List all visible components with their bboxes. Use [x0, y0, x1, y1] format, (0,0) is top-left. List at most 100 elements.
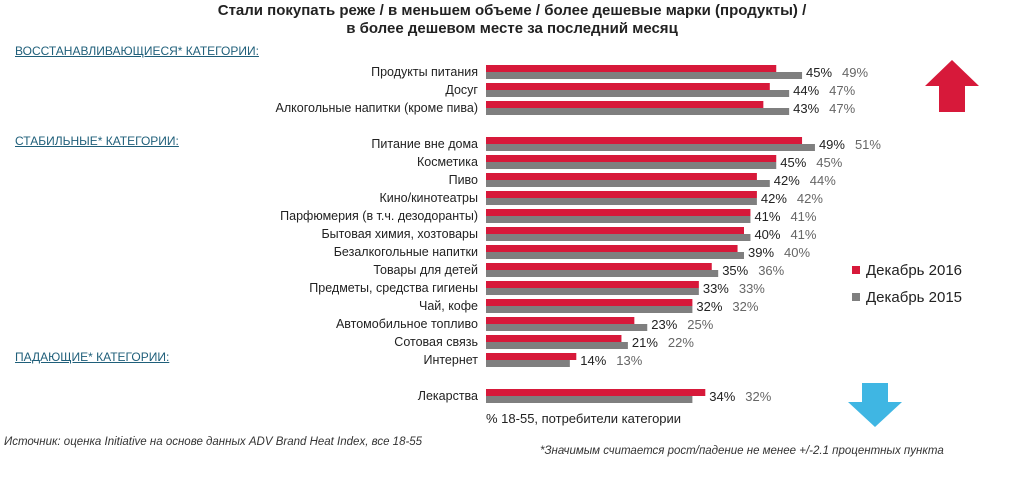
bar-dec-2015 — [486, 234, 751, 241]
value-label-2016: 35% — [722, 263, 748, 278]
value-label-2016: 21% — [632, 335, 658, 350]
bar-dec-2016 — [486, 173, 757, 180]
category-label: Безалкогольные напитки — [334, 245, 478, 259]
category-label: Парфюмерия (в т.ч. дезодоранты) — [280, 209, 478, 223]
value-label-2015: 42% — [797, 191, 823, 206]
up-arrow-icon — [925, 60, 979, 112]
bar-dec-2015 — [486, 342, 628, 349]
category-label: Лекарства — [418, 389, 478, 403]
category-label: Алкогольные напитки (кроме пива) — [276, 101, 478, 115]
value-label-2015: 32% — [745, 389, 771, 404]
category-label: Предметы, средства гигиены — [309, 281, 478, 295]
value-label-2016: 39% — [748, 245, 774, 260]
value-label-2015: 44% — [810, 173, 836, 188]
bar-dec-2015 — [486, 144, 815, 151]
bar-dec-2016 — [486, 155, 777, 162]
bar-dec-2016 — [486, 299, 693, 306]
bar-dec-2015 — [486, 324, 648, 331]
category-label: Товары для детей — [373, 263, 478, 277]
category-label: Кино/кинотеатры — [380, 191, 479, 205]
category-label: Досуг — [445, 83, 478, 97]
legend-label: Декабрь 2016 — [866, 262, 962, 279]
bar-dec-2016 — [486, 245, 738, 252]
chart-title-line-1: Стали покупать реже / в меньшем объеме /… — [217, 2, 807, 19]
value-label-2015: 51% — [855, 137, 881, 152]
bar-dec-2016 — [486, 65, 777, 72]
value-label-2015: 41% — [790, 209, 816, 224]
value-label-2016: 43% — [793, 101, 819, 116]
bar-dec-2016 — [486, 335, 622, 342]
source-note: Источник: оценка Initiative на основе да… — [4, 436, 423, 448]
x-axis-label: % 18-55, потребители категории — [486, 411, 681, 426]
bar-dec-2015 — [486, 72, 803, 79]
value-label-2016: 42% — [761, 191, 787, 206]
bar-dec-2015 — [486, 198, 757, 205]
category-label: Сотовая связь — [394, 335, 478, 349]
bar-dec-2016 — [486, 389, 706, 396]
section-falling: ПАДАЮЩИЕ* КАТЕГОРИИ: — [15, 350, 170, 364]
category-label: Питание вне дома — [371, 137, 478, 151]
value-label-2016: 49% — [819, 137, 845, 152]
value-label-2016: 32% — [696, 299, 722, 314]
value-label-2016: 14% — [580, 353, 606, 368]
bar-dec-2016 — [486, 227, 744, 234]
bar-dec-2016 — [486, 101, 764, 108]
bar-dec-2016 — [486, 137, 803, 144]
value-label-2015: 49% — [842, 65, 868, 80]
bar-dec-2016 — [486, 209, 751, 216]
bar-dec-2015 — [486, 216, 751, 223]
bar-dec-2016 — [486, 317, 635, 324]
bar-dec-2015 — [486, 162, 777, 169]
section-stable: СТАБИЛЬНЫЕ* КАТЕГОРИИ: — [15, 134, 179, 148]
legend-swatch — [852, 266, 860, 274]
value-label-2016: 40% — [754, 227, 780, 242]
value-label-2015: 36% — [758, 263, 784, 278]
section-recovering: ВОССТАНАВЛИВАЮЩИЕСЯ* КАТЕГОРИИ: — [15, 44, 259, 58]
category-label: Пиво — [449, 173, 478, 187]
category-label: Автомобильное топливо — [336, 317, 478, 331]
value-label-2015: 13% — [616, 353, 642, 368]
value-label-2016: 34% — [709, 389, 735, 404]
value-label-2016: 45% — [806, 65, 832, 80]
legend-swatch — [852, 293, 860, 301]
value-label-2015: 22% — [668, 335, 694, 350]
bar-dec-2015 — [486, 288, 699, 295]
category-label: Чай, кофе — [419, 299, 478, 313]
footnote: *Значимым считается рост/падение не мене… — [540, 445, 944, 457]
value-label-2016: 23% — [651, 317, 677, 332]
value-label-2016: 33% — [703, 281, 729, 296]
bar-dec-2015 — [486, 270, 719, 277]
bar-dec-2016 — [486, 191, 757, 198]
bar-dec-2015 — [486, 252, 744, 259]
value-label-2016: 45% — [780, 155, 806, 170]
bar-dec-2015 — [486, 360, 570, 367]
bar-dec-2015 — [486, 180, 770, 187]
bar-dec-2016 — [486, 263, 712, 270]
value-label-2015: 33% — [739, 281, 765, 296]
chart-title-line-2: в более дешевом месте за последний месяц — [346, 20, 678, 37]
bar-dec-2015 — [486, 306, 693, 313]
value-label-2015: 47% — [829, 101, 855, 116]
value-label-2016: 42% — [774, 173, 800, 188]
value-label-2015: 47% — [829, 83, 855, 98]
category-label: Продукты питания — [371, 65, 478, 79]
down-arrow-icon — [848, 383, 902, 427]
value-label-2015: 32% — [732, 299, 758, 314]
category-label: Бытовая химия, хозтовары — [321, 227, 478, 241]
bar-dec-2015 — [486, 108, 790, 115]
value-label-2016: 44% — [793, 83, 819, 98]
bar-dec-2016 — [486, 281, 699, 288]
bar-dec-2016 — [486, 83, 770, 90]
bar-dec-2015 — [486, 90, 790, 97]
bar-dec-2016 — [486, 353, 577, 360]
legend-label: Декабрь 2015 — [866, 289, 962, 306]
category-label: Интернет — [423, 353, 478, 367]
value-label-2016: 41% — [754, 209, 780, 224]
value-label-2015: 41% — [790, 227, 816, 242]
value-label-2015: 25% — [687, 317, 713, 332]
bar-dec-2015 — [486, 396, 693, 403]
category-label: Косметика — [417, 155, 478, 169]
value-label-2015: 40% — [784, 245, 810, 260]
